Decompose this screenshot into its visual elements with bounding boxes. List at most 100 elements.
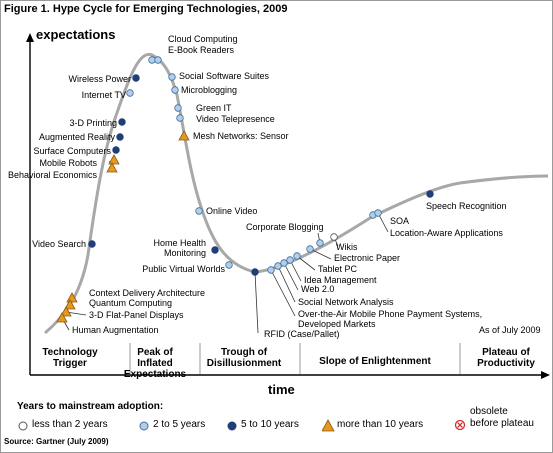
legend-label: more than 10 years — [337, 419, 424, 430]
social-software-suites-marker — [168, 73, 176, 81]
web-2-0-label: Web 2.0 — [301, 284, 334, 294]
green-it-label: Green IT — [196, 103, 232, 113]
online-video-marker — [195, 207, 203, 215]
over-the-air-mobile-phone-payment-systems-developed-markets-label: Developed Markets — [298, 319, 376, 329]
rfid-case-pallet-marker — [251, 268, 259, 276]
mesh-networks-sensor-marker — [178, 130, 190, 141]
human-augmentation-marker — [56, 312, 68, 323]
white-circle-icon — [18, 421, 28, 431]
3-d-flat-panel-displays-marker — [60, 306, 72, 317]
phase-text: Technology — [42, 347, 98, 358]
phase-dividers — [129, 343, 461, 374]
idea-management-label: Idea Management — [304, 275, 377, 285]
mobile-robots-marker — [108, 154, 120, 165]
green-it-marker — [174, 104, 182, 112]
augmented-reality-label: Augmented Reality — [39, 132, 116, 142]
video-search-marker — [88, 240, 96, 248]
web-2-0-marker — [280, 259, 288, 267]
electronic-paper-marker — [306, 245, 314, 253]
video-telepresence-label: Video Telepresence — [196, 114, 275, 124]
rfid-case-pallet-label: RFID (Case/Pallet) — [264, 329, 340, 339]
home-health-monitoring-marker — [211, 246, 219, 254]
web-2-0-leader — [283, 262, 299, 291]
axes — [26, 33, 550, 379]
social-network-analysis-leader — [277, 265, 296, 303]
legend-label: 5 to 10 years — [241, 419, 299, 430]
internet-tv-marker — [126, 89, 134, 97]
behavioral-economics-label: Behavioral Economics — [8, 170, 98, 180]
quantum-computing-marker — [64, 299, 76, 310]
e-book-readers-label: E-Book Readers — [168, 45, 235, 55]
legend-title: Years to mainstream adoption: — [17, 401, 164, 412]
light-blue-circle-icon — [139, 421, 149, 431]
home-health-monitoring-label: Home Health — [153, 238, 206, 248]
tablet-pc-leader — [296, 255, 316, 271]
over-the-air-mobile-phone-payment-systems-developed-markets-leader — [270, 269, 296, 317]
electronic-paper-label: Electronic Paper — [334, 253, 400, 263]
obsolete-label-line2: before plateau — [470, 418, 534, 429]
red-circle-x-icon — [454, 419, 466, 431]
legend-item-obsolete: obsolete before plateau — [454, 406, 550, 434]
3-d-printing-label: 3-D Printing — [69, 118, 117, 128]
phase-text: Productivity — [477, 358, 535, 369]
context-delivery-architecture-label: Context Delivery Architecture — [89, 288, 205, 298]
tablet-pc-marker — [293, 252, 301, 260]
behavioral-economics-marker — [106, 162, 118, 173]
wireless-power-label: Wireless Power — [68, 74, 131, 84]
hype-curve — [44, 52, 549, 335]
x-axis-label: time — [268, 382, 295, 397]
surface-computers-label: Surface Computers — [33, 146, 111, 156]
corporate-blogging-label: Corporate Blogging — [246, 222, 324, 232]
surface-computers-marker — [112, 146, 120, 154]
over-the-air-mobile-phone-payment-systems-developed-markets-label: Over-the-Air Mobile Phone Payment System… — [298, 309, 482, 319]
electronic-paper-leader — [309, 248, 332, 260]
e-book-readers-marker — [154, 56, 162, 64]
microblogging-label: Microblogging — [181, 85, 237, 95]
public-virtual-worlds-label: Public Virtual Worlds — [142, 264, 225, 274]
y-axis-arrow — [26, 33, 34, 42]
location-aware-applications-marker — [374, 209, 382, 217]
microblogging-marker — [171, 86, 179, 94]
wikis-label: Wikis — [336, 242, 358, 252]
cloud-computing-label: Cloud Computing — [168, 34, 238, 44]
phase-label-slope: Slope of Enlightenment — [290, 356, 460, 367]
orange-triangle-icon — [322, 419, 335, 432]
legend-label: 2 to 5 years — [153, 419, 206, 430]
human-augmentation-label: Human Augmentation — [72, 325, 159, 335]
phase-text: Trigger — [53, 358, 87, 369]
augmented-reality-marker — [116, 133, 124, 141]
soa-label: SOA — [390, 216, 409, 226]
online-video-label: Online Video — [206, 206, 257, 216]
idea-management-leader — [289, 259, 302, 282]
dark-blue-circle-icon — [227, 421, 237, 431]
quantum-computing-label: Quantum Computing — [89, 298, 172, 308]
3-d-printing-marker — [118, 118, 126, 126]
phase-text: Plateau of — [482, 347, 530, 358]
phase-text: Disillusionment — [206, 358, 282, 369]
public-virtual-worlds-marker — [225, 261, 233, 269]
phase-text: Slope of Enlightenment — [319, 356, 431, 367]
speech-recognition-label: Speech Recognition — [426, 201, 507, 211]
video-search-label: Video Search — [32, 239, 86, 249]
phase-label-peak: Peak of Inflated Expectations — [110, 347, 200, 380]
phase-text: Inflated — [137, 358, 173, 369]
social-network-analysis-marker — [274, 262, 282, 270]
as-of-date: As of July 2009 — [479, 325, 541, 335]
phase-label-trigger: Technology Trigger — [20, 347, 120, 369]
social-software-suites-label: Social Software Suites — [179, 71, 270, 81]
technology-markers — [56, 56, 434, 323]
phase-text: Trough of — [220, 347, 268, 358]
tablet-pc-label: Tablet PC — [318, 264, 358, 274]
mesh-networks-sensor-label: Mesh Networks: Sensor — [193, 131, 289, 141]
home-health-monitoring-label: Monitoring — [164, 248, 206, 258]
3-d-flat-panel-displays-label: 3-D Flat-Panel Displays — [89, 310, 184, 320]
legend-label: less than 2 years — [32, 419, 108, 430]
phase-label-plateau: Plateau of Productivity — [462, 347, 550, 369]
context-delivery-architecture-marker — [66, 292, 78, 303]
rfid-case-pallet-leader — [254, 271, 259, 334]
wikis-marker — [330, 233, 338, 241]
obsolete-label-line1: obsolete — [470, 406, 508, 417]
speech-recognition-marker — [426, 190, 434, 198]
